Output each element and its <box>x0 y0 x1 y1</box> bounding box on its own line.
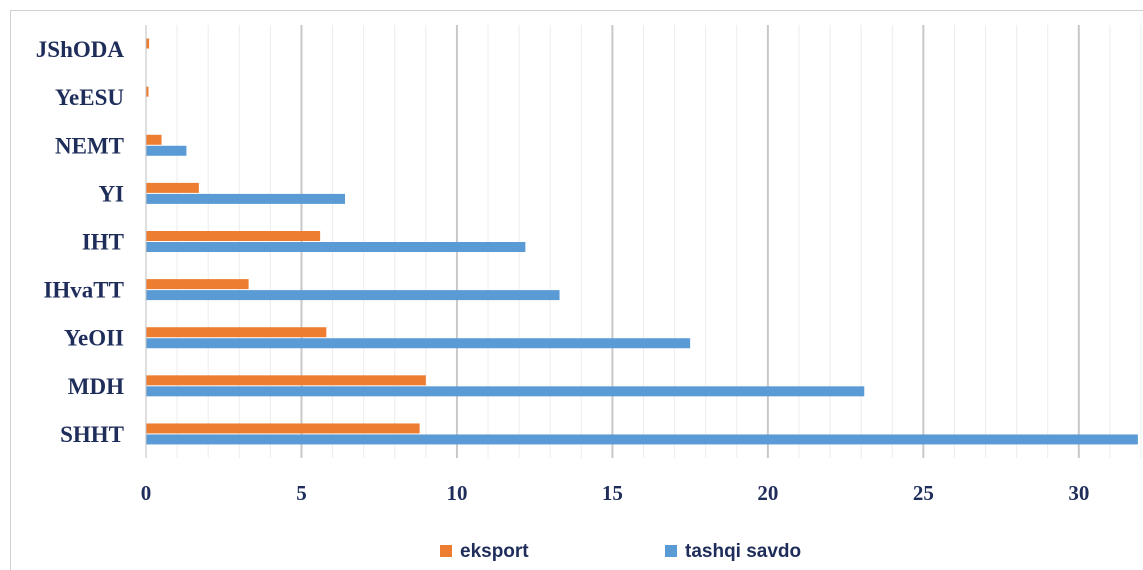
x-tick-label: 15 <box>602 481 623 505</box>
legend-label: tashqi savdo <box>685 541 801 562</box>
bar-eksport-YeOII <box>146 327 327 338</box>
category-label: NEMT <box>55 133 124 158</box>
bar-eksport-YeESU <box>146 86 149 97</box>
category-label: YI <box>98 181 124 206</box>
bar-tashqi-savdo-NEMT <box>146 145 187 156</box>
grid-layer <box>176 25 1142 458</box>
x-tick-label: 25 <box>913 481 934 505</box>
bar-eksport-SHHT <box>146 423 420 434</box>
chart-frame <box>10 10 1143 570</box>
bar-tashqi-savdo-YeOII <box>146 338 691 349</box>
bar-tashqi-savdo-IHvaTT <box>146 290 560 301</box>
bar-tashqi-savdo-SHHT <box>146 434 1138 445</box>
bar-eksport-YI <box>146 182 199 193</box>
x-tick-label: 20 <box>757 481 778 505</box>
x-tick-label: 5 <box>296 481 307 505</box>
category-label: SHHT <box>60 422 124 447</box>
bar-eksport-IHT <box>146 231 321 241</box>
legend-swatch-tashqi-savdo <box>665 545 677 557</box>
bar-tashqi-savdo-MDH <box>146 386 865 397</box>
x-tick-label: 10 <box>446 481 467 505</box>
legend: eksport tashqi savdo <box>440 541 801 562</box>
legend-swatch-eksport <box>440 545 452 557</box>
bar-tashqi-savdo-IHT <box>146 242 526 252</box>
bars-layer <box>146 38 1138 445</box>
bar-eksport-NEMT <box>146 134 162 145</box>
category-label: IHvaTT <box>43 278 124 303</box>
x-tick-label: 30 <box>1068 481 1089 505</box>
category-label: YeESU <box>55 85 124 110</box>
bar-tashqi-savdo-YI <box>146 193 345 204</box>
x-tick-label: 0 <box>141 481 152 505</box>
category-label: JShODA <box>36 37 125 62</box>
category-label: MDH <box>68 374 124 399</box>
category-label: IHT <box>82 230 124 255</box>
category-label: YeOII <box>64 326 124 351</box>
legend-label: eksport <box>460 541 529 562</box>
bar-eksport-IHvaTT <box>146 279 249 290</box>
bar-eksport-JShODA <box>146 38 150 49</box>
bar-eksport-MDH <box>146 375 426 386</box>
axis-layer: SHHT MDH YeOII IHvaTT IHT YI NEMT YeESU JShODA 0 5… <box>36 25 1089 505</box>
